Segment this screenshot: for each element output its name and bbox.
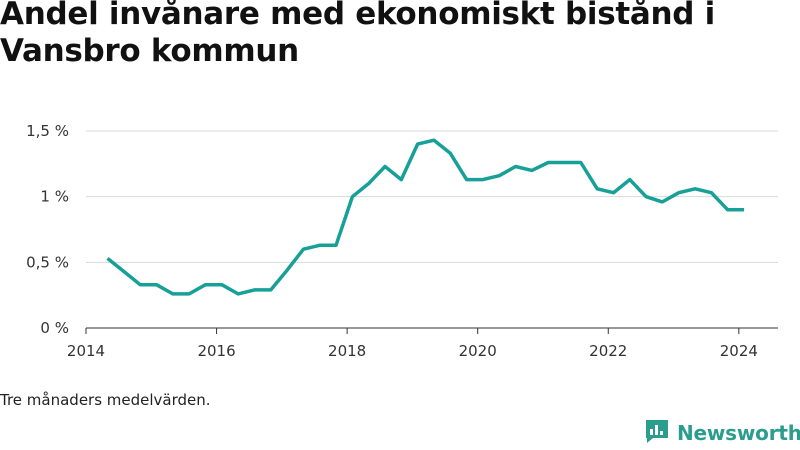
page-title: Andel invånare med ekonomiskt bistånd i … — [0, 0, 715, 69]
gridlines — [86, 130, 778, 263]
y-tick-label: 0,5 % — [26, 253, 69, 271]
x-tick-label: 2022 — [589, 342, 627, 360]
brand-logo[interactable]: Newsworthy — [644, 420, 800, 446]
x-axis: 2014 2016 2018 2020 2022 2024 — [67, 327, 778, 360]
y-tick-label: 1,5 % — [26, 122, 69, 140]
series-line — [106, 138, 745, 296]
x-tick-label: 2018 — [328, 342, 366, 360]
bar-chart-speech-bubble-icon — [644, 418, 670, 448]
y-tick-label: 1 % — [40, 188, 69, 206]
y-tick-label: 0 % — [40, 319, 69, 337]
brand-name: Newsworthy — [677, 421, 800, 445]
series-group — [106, 138, 745, 296]
x-tick-label: 2024 — [720, 342, 758, 360]
y-axis-ticks: 0 % 0,5 % 1 % 1,5 % — [26, 122, 69, 337]
x-tick-label: 2020 — [459, 342, 497, 360]
x-tick-label: 2014 — [67, 342, 105, 360]
x-tick-label: 2016 — [197, 342, 235, 360]
chart-footnote: Tre månaders medelvärden. — [0, 391, 211, 409]
